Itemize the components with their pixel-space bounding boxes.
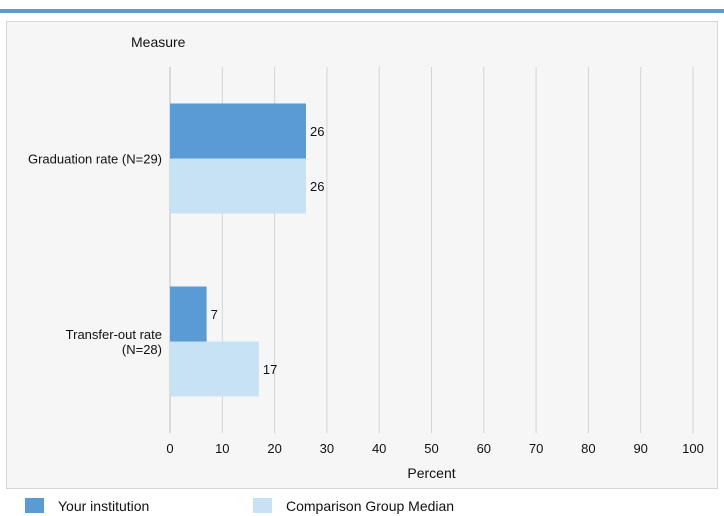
- bar-your-institution-1: [170, 286, 207, 342]
- bars: [170, 103, 306, 397]
- legend-swatch-comparison-group-median: [253, 498, 272, 513]
- bar-comparison-median-1: [170, 341, 259, 397]
- category-label: Graduation rate (N=29): [28, 152, 162, 167]
- x-tick-label: 70: [529, 441, 543, 456]
- chart-panel: 0 10 20 30 40 50 60 70 80 90 100 26 26 Graduation rat…: [6, 21, 718, 489]
- x-tick-label: 90: [633, 441, 647, 456]
- legend-item-your-institution: Your institution: [25, 495, 149, 516]
- x-axis-label: Percent: [407, 465, 455, 481]
- legend-label-comparison-group-median: Comparison Group Median: [286, 497, 455, 514]
- x-tick-label: 100: [682, 441, 704, 456]
- labels: 0 10 20 30 40 50 60 70 80 90 100 26 26 Graduation rat…: [28, 124, 704, 456]
- bar-value-label: 17: [263, 362, 277, 377]
- x-tick-label: 10: [215, 441, 229, 456]
- x-tick-label: 0: [166, 441, 173, 456]
- bar-value-label: 7: [211, 307, 218, 322]
- legend-swatch-your-institution: [25, 498, 44, 513]
- category-label: (N=28): [122, 342, 162, 357]
- x-tick-label: 30: [320, 441, 334, 456]
- bar-comparison-median-0: [170, 158, 306, 214]
- bar-value-label: 26: [310, 179, 324, 194]
- x-tick-label: 40: [372, 441, 386, 456]
- x-tick-label: 80: [581, 441, 595, 456]
- measure-label: Measure: [131, 34, 186, 50]
- category-label: Transfer-out rate: [66, 327, 162, 342]
- bar-chart: 0 10 20 30 40 50 60 70 80 90 100 26 26 Graduation rat…: [28, 34, 704, 481]
- legend: Your institution Comparison Group Median: [0, 495, 724, 516]
- header-accent-bar: [0, 0, 724, 13]
- bar-your-institution-0: [170, 103, 306, 159]
- x-tick-label: 50: [424, 441, 438, 456]
- x-tick-label: 20: [267, 441, 281, 456]
- legend-item-comparison-group-median: Comparison Group Median: [253, 495, 454, 516]
- bar-value-label: 26: [310, 124, 324, 139]
- legend-label-your-institution: Your institution: [58, 497, 150, 514]
- x-tick-label: 60: [477, 441, 491, 456]
